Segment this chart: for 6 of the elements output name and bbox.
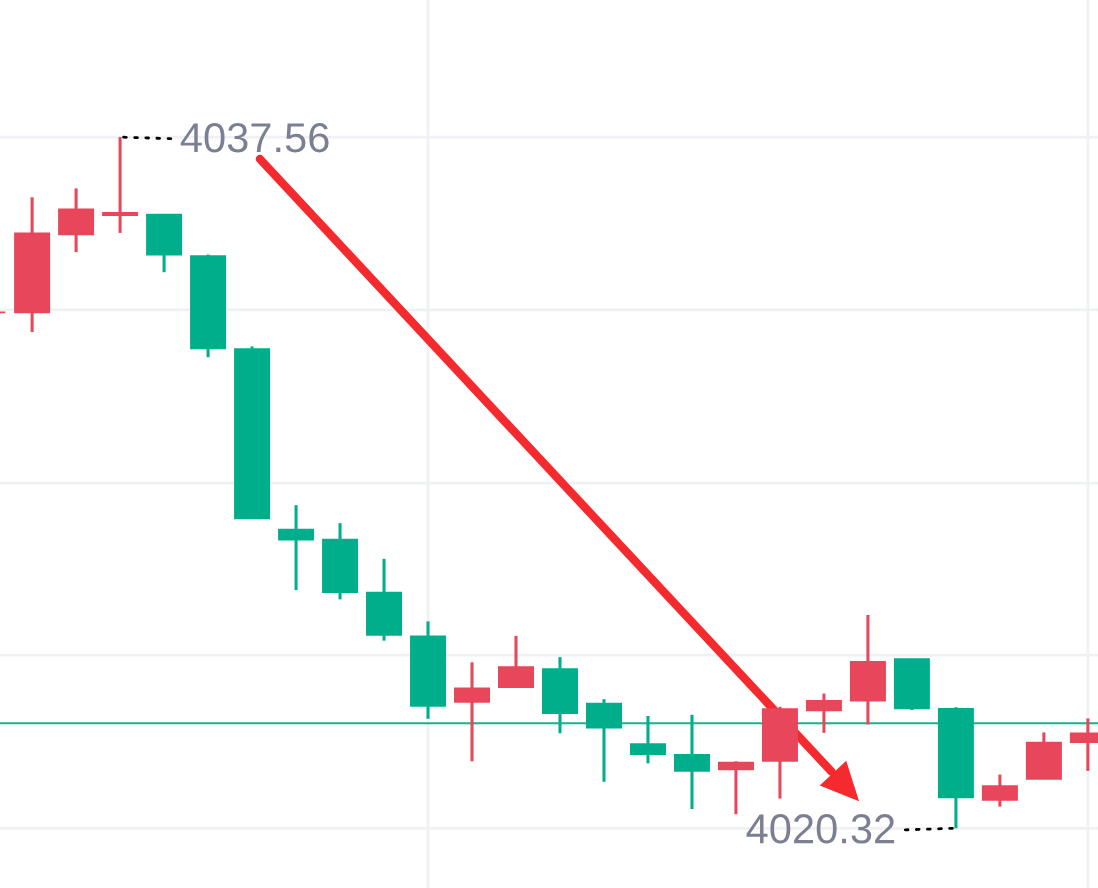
- candlestick: [102, 137, 139, 233]
- annotation: 4020.32: [746, 814, 895, 844]
- candlestick: [717, 761, 754, 816]
- candlestick: [454, 662, 491, 762]
- annotation: 4037.56: [180, 122, 329, 153]
- candlestick: [278, 505, 315, 592]
